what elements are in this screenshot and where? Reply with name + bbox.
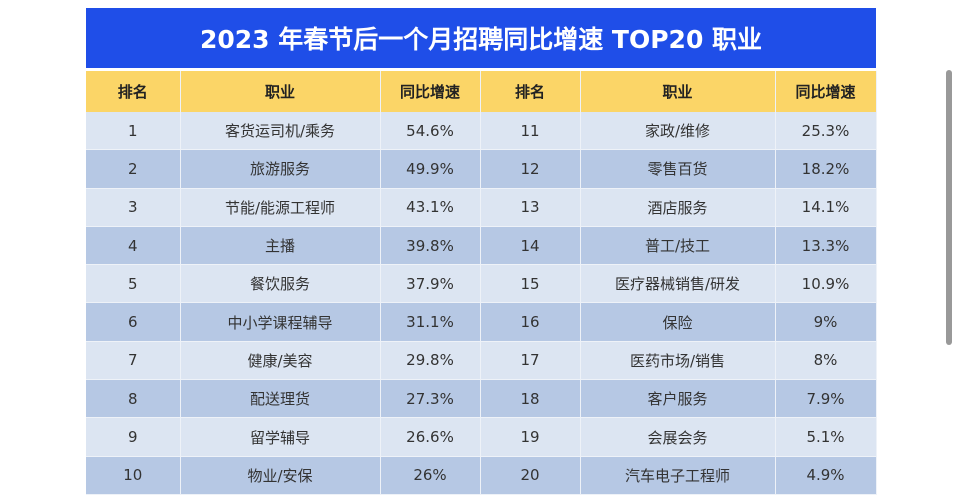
cell-occupation: 保险 bbox=[580, 302, 776, 342]
cell-occupation: 餐饮服务 bbox=[180, 264, 381, 304]
header-occupation: 职业 bbox=[180, 71, 381, 112]
cell-rank: 12 bbox=[480, 149, 581, 189]
cell-rank: 2 bbox=[86, 149, 181, 189]
header-growth: 同比增速 bbox=[380, 71, 481, 112]
cell-growth: 26.6% bbox=[380, 417, 481, 457]
cell-occupation: 节能/能源工程师 bbox=[180, 188, 381, 227]
header-row: 排名 职业 同比增速 排名 职业 同比增速 bbox=[86, 71, 877, 112]
cell-growth: 7.9% bbox=[775, 379, 877, 419]
cell-rank: 3 bbox=[86, 188, 181, 227]
cell-rank: 17 bbox=[480, 341, 581, 381]
cell-occupation: 物业/安保 bbox=[180, 456, 381, 495]
cell-rank: 20 bbox=[480, 456, 581, 495]
cell-rank: 11 bbox=[480, 112, 581, 151]
cell-growth: 43.1% bbox=[380, 188, 481, 227]
cell-rank: 1 bbox=[86, 112, 181, 151]
cell-occupation: 旅游服务 bbox=[180, 149, 381, 189]
cell-rank: 5 bbox=[86, 264, 181, 304]
cell-rank: 16 bbox=[480, 302, 581, 342]
cell-growth: 49.9% bbox=[380, 149, 481, 189]
cell-growth: 27.3% bbox=[380, 379, 481, 419]
cell-growth: 31.1% bbox=[380, 302, 481, 342]
table-row: 2 旅游服务 49.9% 12 零售百货 18.2% bbox=[86, 149, 877, 189]
scrollbar[interactable] bbox=[946, 70, 952, 345]
cell-rank: 7 bbox=[86, 341, 181, 381]
cell-occupation: 酒店服务 bbox=[580, 188, 776, 227]
cell-rank: 9 bbox=[86, 417, 181, 457]
cell-growth: 8% bbox=[775, 341, 877, 381]
cell-occupation: 中小学课程辅导 bbox=[180, 302, 381, 342]
cell-rank: 4 bbox=[86, 226, 181, 266]
table-row: 4 主播 39.8% 14 普工/技工 13.3% bbox=[86, 226, 877, 266]
ranking-table: 排名 职业 同比增速 排名 职业 同比增速 1 客货运司机/乘务 54.6% 11 家政/维修 25… bbox=[86, 71, 877, 495]
cell-occupation: 主播 bbox=[180, 226, 381, 266]
table-row: 7 健康/美容 29.8% 17 医药市场/销售 8% bbox=[86, 341, 877, 381]
cell-rank: 18 bbox=[480, 379, 581, 419]
cell-occupation: 客货运司机/乘务 bbox=[180, 112, 381, 151]
cell-occupation: 留学辅导 bbox=[180, 417, 381, 457]
cell-growth: 37.9% bbox=[380, 264, 481, 304]
table-row: 8 配送理货 27.3% 18 客户服务 7.9% bbox=[86, 379, 877, 419]
cell-growth: 4.9% bbox=[775, 456, 877, 495]
cell-growth: 25.3% bbox=[775, 112, 877, 151]
table-row: 9 留学辅导 26.6% 19 会展会务 5.1% bbox=[86, 417, 877, 457]
cell-growth: 9% bbox=[775, 302, 877, 342]
header-rank: 排名 bbox=[86, 71, 181, 112]
cell-occupation: 零售百货 bbox=[580, 149, 776, 189]
cell-occupation: 客户服务 bbox=[580, 379, 776, 419]
cell-occupation: 普工/技工 bbox=[580, 226, 776, 266]
cell-rank: 8 bbox=[86, 379, 181, 419]
cell-occupation: 配送理货 bbox=[180, 379, 381, 419]
cell-rank: 15 bbox=[480, 264, 581, 304]
table-row: 1 客货运司机/乘务 54.6% 11 家政/维修 25.3% bbox=[86, 112, 877, 151]
table-row: 6 中小学课程辅导 31.1% 16 保险 9% bbox=[86, 302, 877, 342]
table-row: 3 节能/能源工程师 43.1% 13 酒店服务 14.1% bbox=[86, 188, 877, 227]
cell-rank: 10 bbox=[86, 456, 181, 495]
cell-occupation: 健康/美容 bbox=[180, 341, 381, 381]
table-row: 5 餐饮服务 37.9% 15 医疗器械销售/研发 10.9% bbox=[86, 264, 877, 304]
cell-rank: 14 bbox=[480, 226, 581, 266]
table-title: 2023 年春节后一个月招聘同比增速 TOP20 职业 bbox=[86, 8, 876, 68]
table-row: 10 物业/安保 26% 20 汽车电子工程师 4.9% bbox=[86, 456, 877, 495]
cell-growth: 26% bbox=[380, 456, 481, 495]
cell-occupation: 医药市场/销售 bbox=[580, 341, 776, 381]
cell-rank: 19 bbox=[480, 417, 581, 457]
cell-growth: 39.8% bbox=[380, 226, 481, 266]
header-growth: 同比增速 bbox=[775, 71, 877, 112]
cell-occupation: 家政/维修 bbox=[580, 112, 776, 151]
cell-growth: 29.8% bbox=[380, 341, 481, 381]
header-rank: 排名 bbox=[480, 71, 581, 112]
cell-growth: 54.6% bbox=[380, 112, 481, 151]
cell-occupation: 汽车电子工程师 bbox=[580, 456, 776, 495]
cell-growth: 5.1% bbox=[775, 417, 877, 457]
ranking-table-card: 2023 年春节后一个月招聘同比增速 TOP20 职业 排名 职业 同比增速 排名 职业… bbox=[86, 8, 877, 495]
cell-occupation: 会展会务 bbox=[580, 417, 776, 457]
cell-growth: 14.1% bbox=[775, 188, 877, 227]
cell-growth: 13.3% bbox=[775, 226, 877, 266]
cell-growth: 10.9% bbox=[775, 264, 877, 304]
cell-growth: 18.2% bbox=[775, 149, 877, 189]
cell-rank: 13 bbox=[480, 188, 581, 227]
cell-rank: 6 bbox=[86, 302, 181, 342]
header-occupation: 职业 bbox=[580, 71, 776, 112]
cell-occupation: 医疗器械销售/研发 bbox=[580, 264, 776, 304]
